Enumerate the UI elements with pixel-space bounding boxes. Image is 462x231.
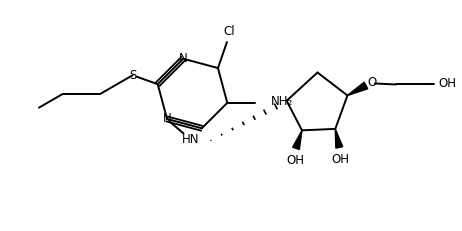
Text: NH₂: NH₂	[271, 95, 293, 108]
Text: N: N	[163, 112, 171, 125]
Text: HN: HN	[182, 134, 200, 146]
Text: S: S	[129, 69, 136, 82]
Polygon shape	[347, 82, 368, 95]
Text: O: O	[367, 76, 377, 89]
Text: OH: OH	[438, 77, 456, 90]
Polygon shape	[335, 129, 343, 148]
Text: N: N	[179, 52, 188, 65]
Text: OH: OH	[286, 154, 304, 167]
Text: Cl: Cl	[224, 24, 235, 38]
Text: OH: OH	[332, 153, 350, 166]
Polygon shape	[293, 130, 302, 149]
